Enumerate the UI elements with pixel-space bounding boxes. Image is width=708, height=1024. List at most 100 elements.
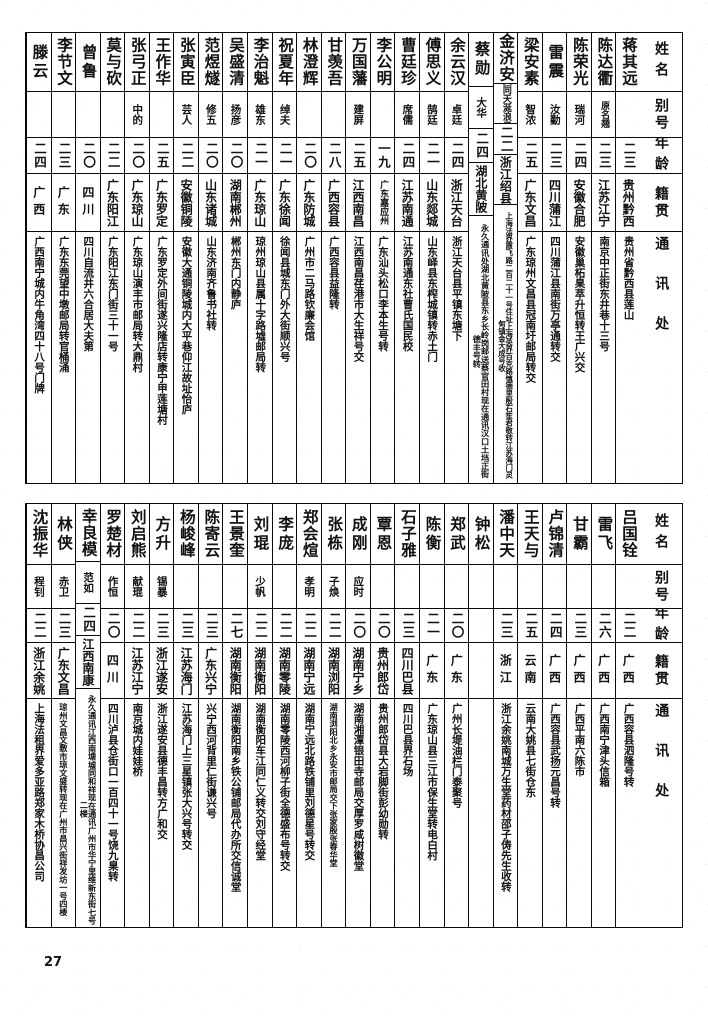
cell-address-text: 广东阳江东门街三十一号 [106, 236, 119, 352]
cell-address-text: 广东罗定外间街遂兴隆店转康宁甲莲塘村 [155, 236, 168, 425]
cell-age: 二四 [26, 137, 51, 173]
cell-native: 浙江天台 [444, 173, 469, 231]
cell-address: 安徽大通铜陵城内大平巷仰江故址怡庐 [174, 231, 198, 483]
cell-name-text: 陈衡 [423, 515, 442, 553]
cell-native-text: 广东琼山 [252, 178, 267, 227]
cell-name-text: 吕国铨 [619, 509, 638, 559]
cell-age-text: 二三 [154, 612, 170, 639]
roster-person-column: 王天与 二五 云南 云南大姚县七街仓东 [517, 504, 542, 927]
cell-address-text: 广西南宁城内牛角湾四十八号门牌 [33, 236, 46, 394]
cell-name: 李庞 [273, 504, 297, 564]
cell-address-text: 贵州郎岱县大岩脚街彭幼勋转 [377, 703, 390, 840]
cell-age: 二八 [321, 137, 346, 173]
cell-address-text: 四川蒲江县南街万亭通转交 [548, 236, 561, 362]
cell-address: 山东济南齐鲁书社转 [198, 231, 223, 483]
cell-native: 四川巴县 [395, 642, 419, 698]
cell-name-text: 曹廷珍 [398, 37, 417, 87]
cell-native: 浙江绍县 [493, 154, 518, 204]
cell-alias: 孝明 [297, 564, 321, 608]
cell-name-text: 蒋其远 [619, 37, 638, 87]
cell-age: 二二 [100, 137, 125, 173]
cell-address [469, 698, 493, 927]
cell-alias-text: 孝明 [303, 576, 316, 597]
cell-name-text: 卢锦清 [546, 509, 565, 559]
cell-native: 广东嘉应州 [370, 173, 395, 231]
cell-age: 二二 [248, 608, 272, 642]
cell-name: 林侠 [52, 504, 76, 564]
cell-alias [149, 91, 174, 137]
cell-age: 二五 [518, 608, 542, 642]
cell-alias-text: 原名翘 [599, 101, 610, 128]
cell-address: 浙江遂安县德丰昌转方广和交 [149, 698, 174, 927]
cell-age-text: 二三 [56, 142, 72, 169]
cell-age: 二二 [616, 608, 640, 642]
cell-alias-text: 鹄廷 [425, 104, 438, 125]
cell-age-text: 二〇 [351, 612, 367, 639]
cell-age-text: 二〇 [449, 612, 465, 639]
cell-age-text: 二二 [326, 612, 342, 639]
cell-name: 王天与 [518, 504, 542, 564]
roster-person-column: 金济安 大同天涎浪子 二二 浙江绍县 上海法界霞飞路二百二十一号住址上海英界百克路慎德里… [492, 33, 518, 483]
cell-alias-text: 大同天涎浪子 [500, 83, 511, 123]
cell-age: 二〇 [370, 608, 395, 642]
cell-address: 永久通讯江西南塘墟同和祥现在通讯广州市华宁里维新东街七号二楼 [76, 688, 100, 927]
cell-alias-text: 绰夫 [278, 104, 291, 125]
cell-native: 四川蒲江 [542, 173, 567, 231]
cell-name: 钟松 [469, 504, 493, 564]
cell-native [469, 642, 493, 698]
cell-address-text: 琼州文昌文敷市琼文盛转现在广州市昌兴街祥发坊一号四楼 [58, 703, 69, 917]
cell-age-text: 二二 [179, 142, 195, 169]
roster-person-column: 刘琨 少帆 二二 湖南衡阳 湖南衡阳车江同仁义转交刘守经堂 [247, 504, 272, 927]
cell-name-text: 李公明 [374, 37, 393, 87]
roster-person-column: 方升 锡暴 二三 浙江遂安 浙江遂安县德丰昌转方广和交 [148, 504, 174, 927]
cell-age-text: 二五 [523, 612, 539, 639]
cell-alias [469, 564, 493, 608]
cell-age-text: 二〇 [203, 142, 219, 169]
cell-age-text: 二四 [449, 142, 465, 169]
cell-native: 山东郯城 [419, 173, 444, 231]
cell-address-text: 湖南浏阳北乡永安市邮局交下张家殷张春华堂 [328, 703, 339, 867]
cell-name-text: 石子雅 [398, 509, 417, 559]
cell-alias-text: 瑞河 [573, 104, 586, 125]
cell-address-text: 湖南衡阳车江同仁义转交刘守经堂 [254, 703, 267, 861]
cell-alias [100, 91, 125, 137]
roster-person-column: 陈衡 二一 广东 广东琼山县三江市保生堂转电白村 [418, 504, 444, 927]
cell-name: 陈衡 [420, 504, 444, 564]
cell-name: 李节文 [52, 33, 76, 91]
cell-alias: 程钊 [26, 564, 51, 608]
cell-alias [370, 91, 395, 137]
cell-name: 蒋其远 [616, 33, 640, 91]
roster-person-column: 余云汉 卓廷 二四 浙江天台 浙江天台县平镇东塘下 [443, 33, 469, 483]
cell-age-text: 二五 [523, 142, 539, 169]
cell-native: 江苏江宁 [125, 642, 149, 698]
cell-native: 江西南康 [76, 635, 100, 688]
page-number: 27 [44, 955, 63, 970]
cell-address: 广西南宁津头信箱 [591, 698, 616, 927]
cell-address: 南京中正街东井巷十三号 [591, 231, 616, 483]
cell-name-text: 钟松 [472, 515, 491, 553]
cell-age-text: 二八 [326, 142, 342, 169]
cell-name: 郑武 [445, 504, 469, 564]
cell-address: 浙江天台县平镇东塘下 [444, 231, 469, 483]
roster-person-column: 卢锦清 二四 广西 广西容县武扬元昌号转 [541, 504, 567, 927]
cell-native-text: 江西南康 [80, 638, 95, 687]
cell-age-text: 二〇 [375, 612, 391, 639]
cell-alias [223, 564, 247, 608]
cell-age: 二三 [174, 608, 198, 642]
cell-address: 安徽巢柘臬萃升恒转王广兴交 [567, 231, 591, 483]
cell-address: 兴宁西河背里仁街谦兴号 [198, 698, 223, 927]
row-header-address: 通讯处 [640, 231, 682, 483]
roster-person-column: 李庞 二二 湖南零陵 湖南零陵西河柳子街全德盛布号转交 [271, 504, 297, 927]
cell-native-text: 山东诸城 [203, 178, 218, 227]
cell-age: 二一 [419, 608, 444, 642]
row-header-age-text: 年龄 [653, 608, 669, 642]
roster-person-column: 罗楚材 作恒 二〇 四川 四川泸县仓街口一百四十一号饶九臬转 [99, 504, 125, 927]
cell-age: 二四 [469, 128, 493, 161]
cell-native: 广东 [51, 173, 76, 231]
cell-native-text: 四川 [80, 185, 95, 220]
cell-age-text: 二三 [179, 612, 195, 639]
cell-native: 广东 [444, 642, 469, 698]
cell-age: 二三 [567, 608, 591, 642]
cell-age: 二三 [51, 608, 76, 642]
cell-address-text: 浙江遂安县德丰昌转方广和交 [155, 703, 168, 840]
